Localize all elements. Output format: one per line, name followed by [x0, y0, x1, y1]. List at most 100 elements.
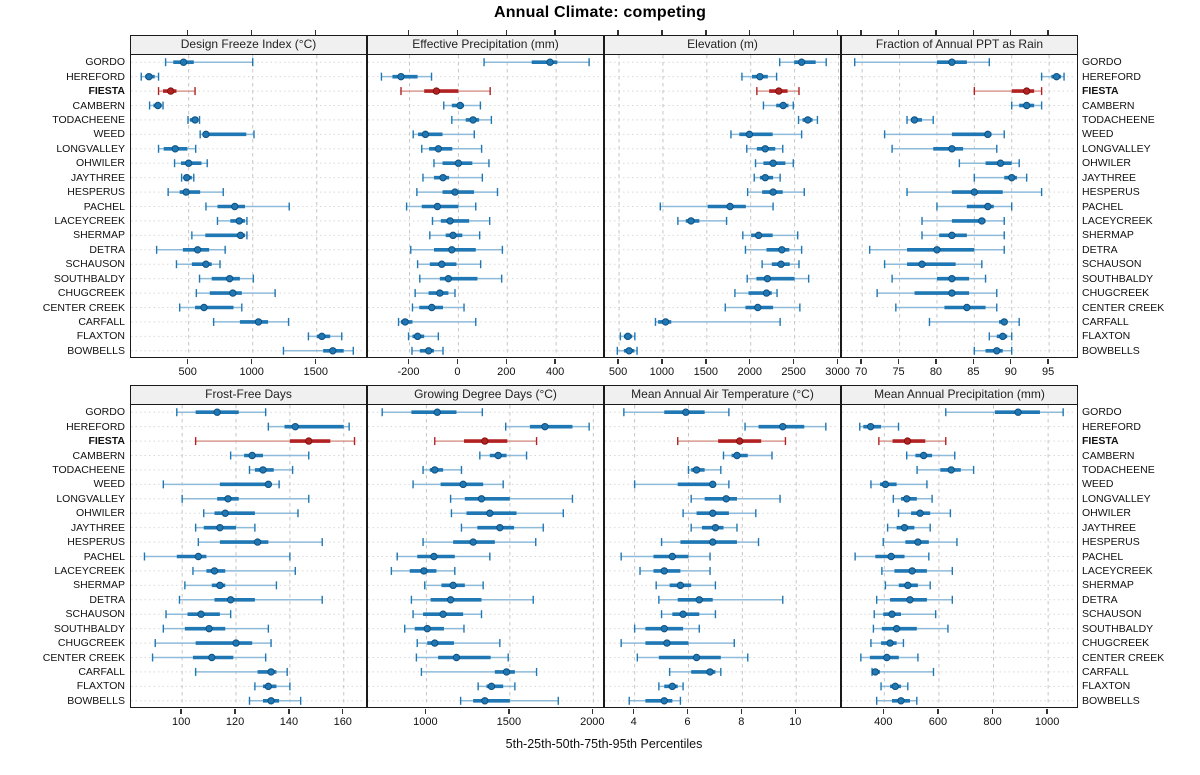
median-dot	[469, 116, 477, 124]
percentile-glyph-longvalley	[891, 144, 998, 153]
median-dot	[253, 538, 262, 546]
median-dot	[908, 567, 916, 575]
percentile-glyph-carfall	[212, 317, 290, 326]
percentile-glyph-flaxton	[307, 332, 343, 341]
site-label-right-cambern: CAMBERN	[1082, 449, 1135, 462]
axis-top-tick	[661, 29, 663, 35]
median-dot	[200, 303, 208, 312]
median-dot	[329, 347, 337, 355]
median-dot	[502, 668, 511, 676]
median-dot	[668, 682, 677, 691]
median-dot	[745, 130, 754, 139]
panel-frost-free-days	[130, 405, 367, 708]
median-dot	[496, 523, 504, 532]
panel-fraction-of-annual-ppt-as-rain	[841, 55, 1078, 358]
axis-tick	[617, 359, 619, 364]
percentile-glyph-flaxton	[880, 682, 909, 691]
percentile-glyph-gordo	[945, 408, 1064, 417]
percentile-glyph-pachel	[396, 552, 491, 561]
site-label-right-detra: DETRA	[1082, 593, 1118, 606]
percentile-glyph-shermap	[884, 581, 931, 590]
percentile-glyph-chugcreek	[416, 639, 501, 648]
median-dot	[444, 274, 453, 283]
panel-header-mean-annual-precipitation-mm-: Mean Annual Precipitation (mm)	[841, 385, 1078, 405]
axis-tick-label: 800	[983, 716, 1002, 728]
axis-top-tick	[1047, 29, 1049, 35]
percentile-glyph-weed	[883, 130, 1005, 139]
axis-top-tick	[186, 29, 189, 35]
percentile-glyph-hesperus	[906, 188, 1043, 197]
percentile-glyph-ohwiler	[203, 509, 299, 518]
axis-tick	[860, 359, 862, 364]
median-dot	[235, 217, 243, 225]
median-dot	[183, 173, 191, 182]
median-dot	[191, 116, 199, 124]
panel-plot	[605, 405, 839, 706]
median-dot	[722, 495, 730, 503]
median-dot	[963, 303, 971, 312]
panel-plot	[368, 55, 602, 356]
percentile-glyph-center-creek	[636, 653, 749, 662]
percentile-glyph-southbaldy	[198, 274, 255, 283]
median-dot	[668, 552, 677, 561]
percentile-glyph-carfall	[654, 317, 781, 326]
axis-fraction-of-annual-ppt-as-rain: 70 75 80 85 90 95	[841, 359, 1078, 383]
site-label-left-bowbells: BOWBELLS	[67, 344, 125, 357]
percentile-glyph-pachel	[854, 552, 930, 561]
axis-tick	[251, 359, 253, 364]
panel-mean-annual-air-temperature-c-	[604, 405, 841, 708]
axis-mean-annual-air-temperature-c-: 4 6 8 10	[604, 709, 841, 733]
percentile-glyph-todacheene	[451, 115, 493, 124]
median-dot	[762, 289, 771, 297]
percentile-glyph-bowbells	[459, 696, 559, 705]
median-dot	[438, 260, 446, 268]
percentile-glyph-center-creek	[178, 303, 243, 312]
percentile-glyph-weed	[870, 480, 928, 489]
percentile-glyph-pachel	[620, 552, 711, 561]
axis-tick-label: -200	[397, 366, 420, 378]
median-dot	[264, 682, 273, 691]
median-dot	[709, 509, 717, 517]
median-dot	[754, 231, 763, 240]
median-dot	[918, 260, 926, 268]
percentile-glyph-todacheene	[187, 115, 201, 124]
percentile-glyph-hereford	[267, 422, 350, 431]
median-dot	[947, 466, 955, 474]
median-dot	[226, 596, 235, 604]
percentile-glyph-shermap	[429, 231, 481, 240]
percentile-glyph-longvalley	[449, 494, 574, 503]
percentile-glyph-cambern	[762, 101, 794, 110]
percentile-glyph-hesperus	[746, 188, 805, 197]
percentile-glyph-flaxton	[407, 332, 440, 341]
site-label-right-laceycreek: LACEYCREEK	[1082, 564, 1153, 577]
median-dot	[679, 610, 687, 618]
site-label-left-hereford: HEREFORD	[66, 420, 125, 433]
percentile-glyph-todacheene	[422, 465, 463, 474]
median-dot	[213, 408, 221, 416]
site-label-right-chugcreek: CHUGCREEK	[1082, 637, 1150, 650]
median-dot	[706, 668, 714, 676]
percentile-glyph-bowbells	[411, 346, 444, 355]
axis-tick	[882, 709, 884, 714]
axis-tick-label: 120	[225, 716, 245, 728]
axis-tick-label: 90	[1004, 366, 1017, 378]
percentile-glyph-jaythree	[180, 173, 195, 182]
median-dot	[431, 466, 439, 474]
axis-tick-label: 2000	[580, 716, 605, 728]
median-dot	[469, 538, 477, 546]
axis-top-tick	[554, 29, 556, 35]
axis-tick-label: 100	[171, 716, 191, 728]
percentile-glyph-center-creek	[724, 303, 801, 312]
percentile-glyph-flaxton	[988, 332, 1013, 341]
percentile-glyph-jaythree	[753, 173, 781, 182]
median-dot	[733, 451, 741, 460]
axis-top-tick	[749, 29, 751, 35]
percentile-glyph-laceycreek	[216, 216, 248, 225]
percentile-glyph-flaxton	[658, 682, 684, 691]
median-dot	[897, 697, 905, 705]
percentile-glyph-jaythree	[422, 173, 484, 182]
median-dot	[984, 202, 992, 211]
site-label-left-southbaldy: SOUTHBALDY	[53, 272, 125, 285]
percentile-glyph-carfall	[928, 317, 1020, 326]
